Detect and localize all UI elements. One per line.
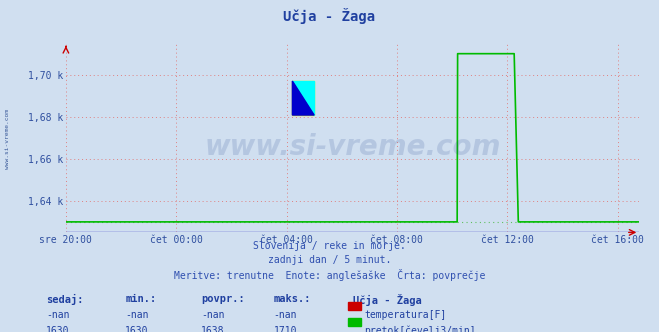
Text: -nan: -nan: [201, 310, 225, 320]
Text: -nan: -nan: [125, 310, 149, 320]
Text: maks.:: maks.:: [273, 294, 311, 304]
Text: Slovenija / reke in morje.: Slovenija / reke in morje.: [253, 241, 406, 251]
Text: min.:: min.:: [125, 294, 156, 304]
Polygon shape: [293, 81, 314, 115]
Text: 1630: 1630: [125, 326, 149, 332]
Text: temperatura[F]: temperatura[F]: [364, 310, 447, 320]
Text: -nan: -nan: [273, 310, 297, 320]
Text: pretok[čevelj3/min]: pretok[čevelj3/min]: [364, 326, 476, 332]
Text: www.si-vreme.com: www.si-vreme.com: [204, 133, 501, 161]
Text: zadnji dan / 5 minut.: zadnji dan / 5 minut.: [268, 255, 391, 265]
Text: Učja - Žaga: Učja - Žaga: [283, 8, 376, 24]
Text: povpr.:: povpr.:: [201, 294, 244, 304]
Text: 1638: 1638: [201, 326, 225, 332]
Bar: [293, 81, 314, 115]
Text: 1710: 1710: [273, 326, 297, 332]
Text: Meritve: trenutne  Enote: anglešaške  Črta: povprečje: Meritve: trenutne Enote: anglešaške Črta…: [174, 269, 485, 281]
Text: Učja - Žaga: Učja - Žaga: [353, 294, 421, 306]
Text: sedaj:: sedaj:: [46, 294, 84, 305]
Text: www.si-vreme.com: www.si-vreme.com: [5, 110, 11, 169]
Polygon shape: [293, 81, 314, 115]
Text: -nan: -nan: [46, 310, 70, 320]
Text: 1630: 1630: [46, 326, 70, 332]
